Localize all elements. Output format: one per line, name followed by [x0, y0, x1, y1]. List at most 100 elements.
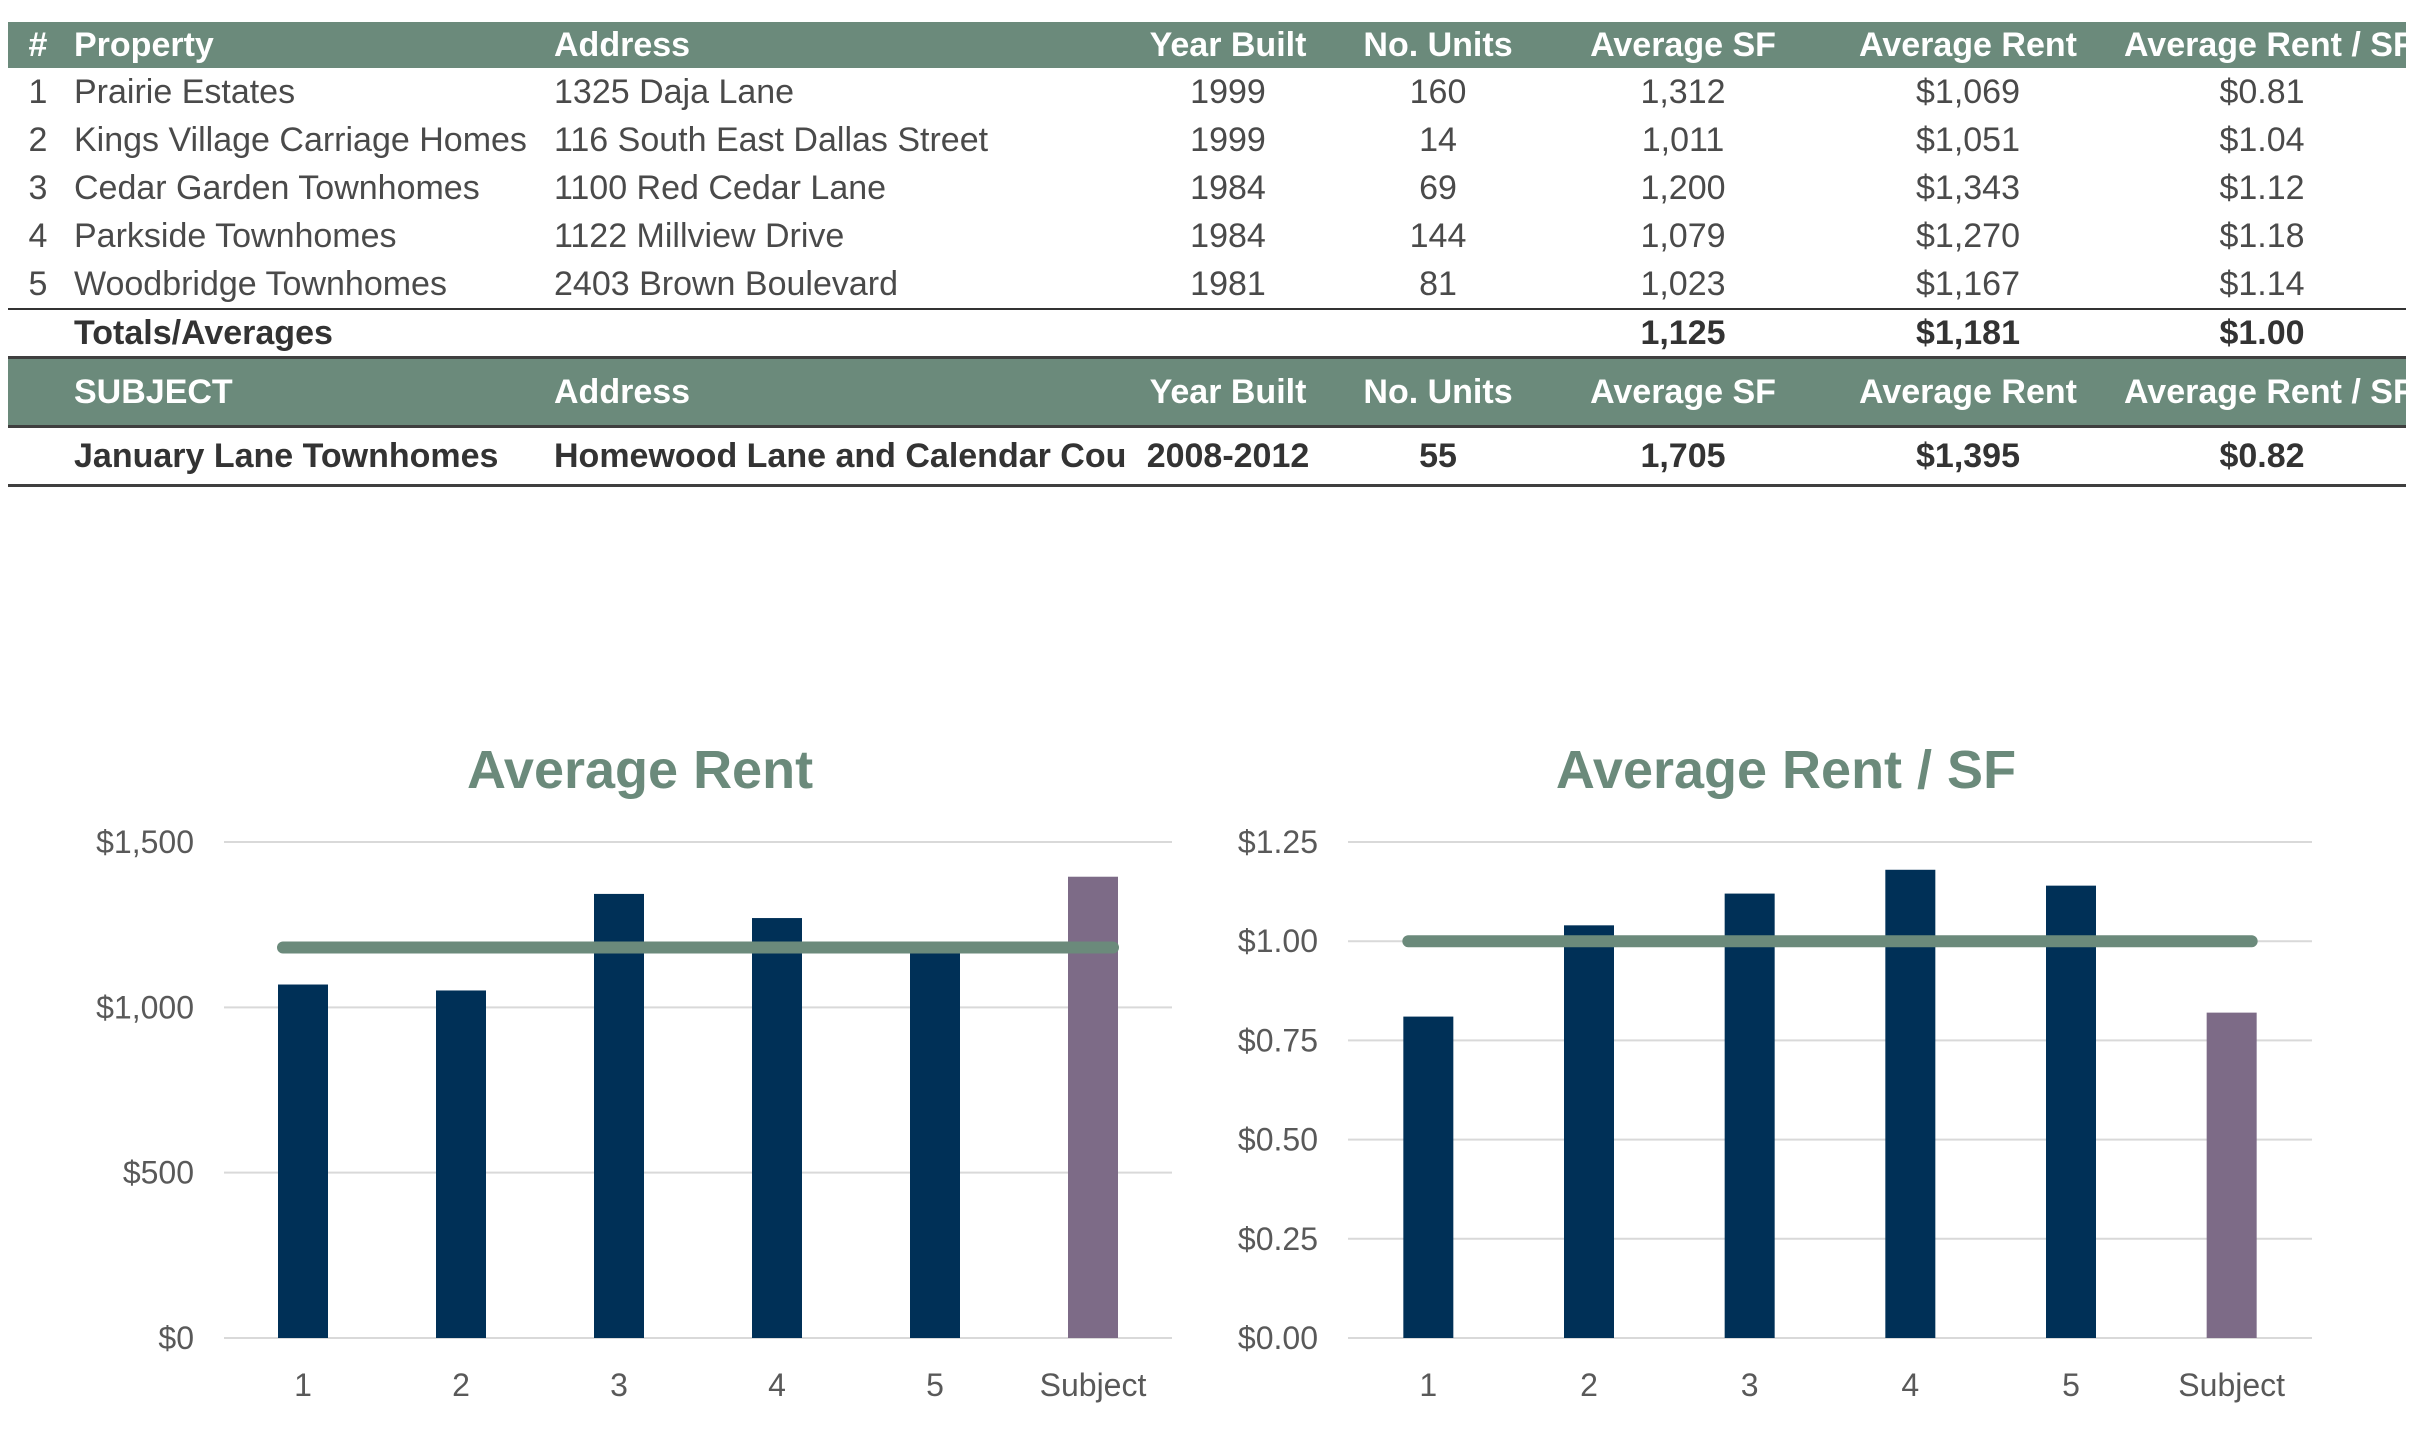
cell-year-built: 1984 [1190, 168, 1266, 207]
subject-average-rent-sf: $0.82 [2118, 426, 2406, 487]
cell-average-rent: $1,343 [1916, 168, 2020, 207]
bar-1 [278, 984, 328, 1338]
cell-empty [548, 308, 1128, 358]
cell-year-built: 1999 [1190, 72, 1266, 111]
col-header-year-built: Year Built [1128, 22, 1328, 68]
table-row: 1 Prairie Estates 1325 Daja Lane 1999 16… [8, 68, 2406, 116]
subject-year-built: 2008-2012 [1128, 426, 1328, 487]
cell-average-rent: $1,051 [1916, 120, 2020, 159]
cell-average-rent-sf: $0.81 [2219, 72, 2305, 111]
cell-empty [1328, 308, 1548, 358]
cell-average-sf: 1,023 [1640, 264, 1726, 303]
y-tick-label: $500 [123, 1155, 194, 1191]
subject-average-rent: $1,395 [1818, 426, 2118, 487]
subject-header-average-rent: Average Rent [1818, 356, 2118, 428]
bar-3 [1724, 893, 1775, 1338]
cell-number: 1 [28, 72, 48, 111]
cell-number: 4 [28, 216, 48, 255]
x-tick-label: 4 [768, 1367, 786, 1403]
y-tick-label: $0 [158, 1320, 194, 1356]
col-header-no-units: No. Units [1328, 22, 1548, 68]
bar-5 [2046, 885, 2096, 1338]
bar-5 [910, 952, 960, 1338]
bar-4 [752, 918, 802, 1338]
y-tick-label: $1.00 [1238, 923, 1318, 959]
chart-title: Average Rent / SF [1556, 740, 2016, 800]
cell-empty [8, 356, 68, 428]
bar-2 [436, 990, 486, 1338]
x-tick-label: Subject [2178, 1367, 2285, 1403]
bar-subject [2206, 1012, 2257, 1338]
average-rent-chart: Average Rent $0 $500 $1,000 $1,500 1 2 3 4 5 Subje… [96, 740, 1172, 1403]
subject-no-units: 55 [1328, 426, 1548, 487]
cell-average-rent-sf: $1.14 [2219, 264, 2305, 303]
totals-average-sf: 1,125 [1548, 308, 1818, 358]
y-tick-label: $0.75 [1238, 1022, 1318, 1058]
y-tick-label: $1,500 [96, 824, 194, 860]
cell-address: 1325 Daja Lane [554, 72, 795, 111]
subject-average-sf: 1,705 [1548, 426, 1818, 487]
cell-average-sf: 1,200 [1640, 168, 1726, 207]
cell-average-rent: $1,270 [1916, 216, 2020, 255]
cell-no-units: 14 [1419, 120, 1457, 159]
totals-label: Totals/Averages [68, 308, 548, 358]
totals-average-rent: $1,181 [1818, 308, 2118, 358]
cell-average-sf: 1,079 [1640, 216, 1726, 255]
cell-average-rent-sf: $1.18 [2219, 216, 2305, 255]
table-row: 3 Cedar Garden Townhomes 1100 Red Cedar … [8, 164, 2406, 212]
y-tick-label: $0.00 [1238, 1320, 1318, 1356]
x-tick-label: 4 [1901, 1367, 1919, 1403]
subject-header-label: SUBJECT [68, 356, 548, 428]
cell-number: 3 [28, 168, 48, 207]
table-row: 5 Woodbridge Townhomes 2403 Brown Boulev… [8, 260, 2406, 309]
chart-title: Average Rent [467, 740, 813, 800]
cell-average-rent: $1,069 [1916, 72, 2020, 111]
cell-empty [1128, 308, 1328, 358]
x-tick-label: Subject [1040, 1367, 1147, 1403]
cell-property: Kings Village Carriage Homes [74, 120, 527, 159]
subject-row: January Lane Townhomes Homewood Lane and… [8, 426, 2406, 487]
bar-subject [1068, 876, 1118, 1338]
y-tick-label: $1,000 [96, 989, 194, 1025]
table-row: 2 Kings Village Carriage Homes 116 South… [8, 116, 2406, 164]
y-tick-label: $0.50 [1238, 1122, 1318, 1158]
cell-property: Cedar Garden Townhomes [74, 168, 480, 207]
y-tick-label: $1.25 [1238, 824, 1318, 860]
comparables-table: # Property Address Year Built No. Units … [8, 22, 2406, 487]
x-tick-label: 5 [926, 1367, 944, 1403]
col-header-average-rent-sf: Average Rent / SF [2118, 22, 2406, 68]
cell-address: 116 South East Dallas Street [554, 120, 989, 159]
totals-row: Totals/Averages 1,125 $1,181 $1.00 [8, 308, 2406, 358]
subject-header-address: Address [548, 356, 1128, 428]
average-rent-per-sf-chart: Average Rent / SF $0.00 $0.25 $0.50 $0.75 $1.… [1238, 740, 2312, 1403]
cell-property: Woodbridge Townhomes [74, 264, 447, 303]
bar-1 [1403, 1016, 1454, 1338]
cell-empty [8, 426, 68, 487]
totals-average-rent-sf: $1.00 [2118, 308, 2406, 358]
col-header-number: # [8, 22, 68, 68]
cell-average-sf: 1,312 [1640, 72, 1726, 111]
cell-no-units: 69 [1419, 168, 1457, 207]
col-header-address: Address [548, 22, 1128, 68]
cell-empty [8, 308, 68, 358]
cell-property: Parkside Townhomes [74, 216, 397, 255]
cell-no-units: 81 [1419, 264, 1457, 303]
col-header-average-sf: Average SF [1548, 22, 1818, 68]
col-header-average-rent: Average Rent [1818, 22, 2118, 68]
table-header-row: # Property Address Year Built No. Units … [8, 22, 2406, 68]
cell-year-built: 1999 [1190, 120, 1266, 159]
cell-number: 5 [28, 264, 48, 303]
cell-no-units: 160 [1409, 72, 1467, 111]
cell-average-rent: $1,167 [1916, 264, 2020, 303]
subject-header-no-units: No. Units [1328, 356, 1548, 428]
subject-header-average-sf: Average SF [1548, 356, 1818, 428]
cell-average-rent-sf: $1.12 [2219, 168, 2305, 207]
bar-3 [594, 893, 644, 1338]
cell-average-sf: 1,011 [1641, 120, 1725, 159]
cell-address: 2403 Brown Boulevard [554, 264, 899, 303]
col-header-property: Property [68, 22, 548, 68]
subject-property: January Lane Townhomes [68, 426, 548, 487]
cell-address: 1100 Red Cedar Lane [554, 168, 887, 207]
subject-address: Homewood Lane and Calendar Court [548, 426, 1128, 487]
